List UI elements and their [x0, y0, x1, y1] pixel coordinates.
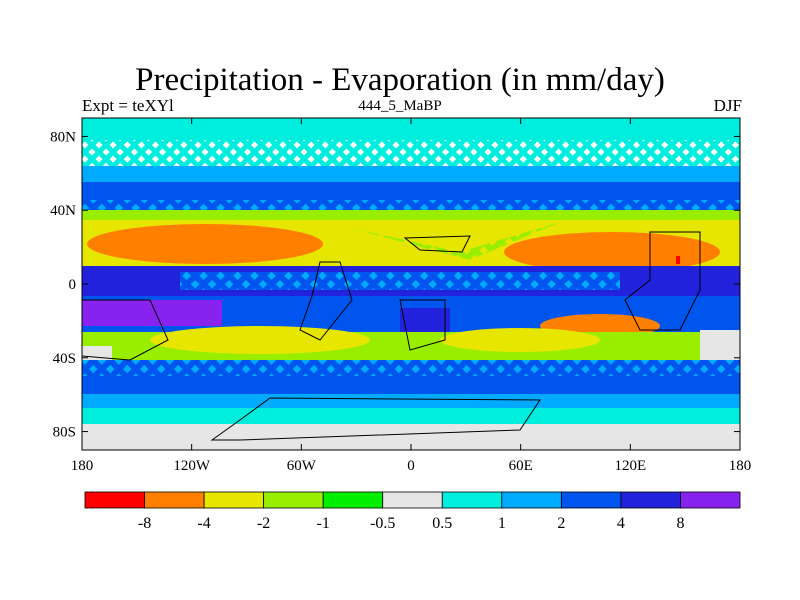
colorbar-swatch	[84, 491, 145, 509]
colorbar-swatch	[560, 491, 622, 509]
experiment-label: Expt = teXYl	[82, 96, 174, 115]
colorbar-label: -4	[197, 515, 210, 532]
colorbar-label: -0.5	[370, 515, 395, 532]
arctic-hatch-band	[82, 140, 740, 166]
coastline-east	[624, 231, 701, 331]
dry-cell-north-pacific	[87, 224, 323, 264]
colorbar-label: -2	[257, 515, 270, 532]
lat-tick-label: 40S	[53, 351, 76, 367]
colorbar-label: 0.5	[432, 515, 452, 532]
colorbar-label: -8	[138, 515, 151, 532]
colorbar-swatch	[382, 491, 443, 509]
lon-tick-label: 120E	[614, 458, 646, 474]
colorbar-swatch	[501, 491, 562, 509]
lon-tick-label: 180	[729, 458, 752, 474]
colorbar-label: 2	[557, 515, 565, 532]
coastline-north	[403, 235, 471, 253]
coastline-central	[299, 261, 353, 341]
lon-tick-label: 60W	[287, 458, 317, 474]
dry-cell-south-pacific	[150, 326, 370, 354]
lon-tick-label: 120W	[173, 458, 211, 474]
lon-tick-label: 180	[71, 458, 94, 474]
diagonal-hatch-ridge	[350, 222, 560, 260]
north-wet-band-outer	[82, 166, 740, 184]
lat-tick-label: 0	[69, 277, 77, 293]
colorbar-label: 4	[617, 515, 625, 532]
precipitation-field	[82, 118, 740, 450]
colorbar-label: -1	[317, 515, 330, 532]
arctic-band	[82, 118, 740, 140]
colorbar-swatch	[620, 491, 681, 509]
longitude-axis: 180 120W 60W 0 60E 120E 180	[71, 118, 752, 474]
colorbar-label: 1	[498, 515, 506, 532]
dry-cell-indian-ocean	[440, 328, 600, 352]
season-label: DJF	[713, 96, 742, 115]
coastline-west	[82, 299, 169, 361]
tropical-hatch	[180, 272, 620, 290]
north-wet-band	[82, 182, 740, 202]
south-wet-hatch	[82, 360, 740, 376]
colorbar-swatch	[203, 491, 265, 509]
colorbar: -8 -4 -2 -1 -0.5 0.5 1 2 4 8	[84, 491, 741, 532]
colorbar-label: 8	[676, 515, 684, 532]
north-subtropic-edge	[82, 210, 740, 220]
period-label: 444_5_MaBP	[358, 98, 442, 114]
latitude-axis: 80N 40N 0 40S 80S	[50, 129, 740, 441]
colorbar-swatch	[144, 491, 205, 509]
lat-tick-label: 80S	[53, 425, 76, 441]
south-wet-band	[82, 376, 740, 394]
lon-tick-label: 0	[407, 458, 415, 474]
lat-tick-label: 40N	[50, 203, 76, 219]
colorbar-swatch	[263, 491, 324, 509]
lon-tick-label: 60E	[509, 458, 533, 474]
coastline-africa	[399, 299, 446, 351]
north-wet-hatch	[82, 200, 740, 210]
lat-tick-label: 80N	[50, 129, 76, 145]
map-title: Precipitation - Evaporation (in mm/day)	[135, 62, 665, 98]
extreme-dry-spot	[676, 256, 680, 264]
antarctic-edge-band	[82, 408, 740, 426]
colorbar-swatch	[441, 491, 503, 509]
south-wet-band-outer	[82, 394, 740, 408]
colorbar-swatch	[322, 491, 384, 509]
coastline-antarctica	[210, 397, 541, 441]
colorbar-swatch	[680, 491, 741, 509]
dry-cell-asia	[504, 232, 720, 272]
